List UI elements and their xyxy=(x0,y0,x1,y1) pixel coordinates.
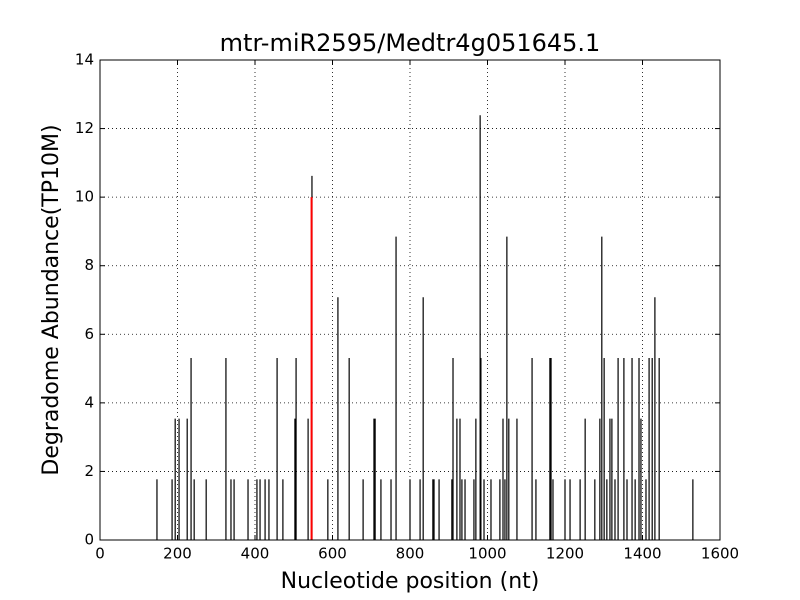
x-tick-label: 1200 xyxy=(546,545,584,563)
x-tick-label: 1000 xyxy=(468,545,506,563)
y-tick-label: 6 xyxy=(84,325,94,343)
y-tick-label: 10 xyxy=(75,188,94,206)
y-tick-label: 12 xyxy=(75,119,94,137)
x-tick-label: 1400 xyxy=(623,545,661,563)
x-tick-label: 1600 xyxy=(701,545,739,563)
chart-title: mtr-miR2595/Medtr4g051645.1 xyxy=(220,29,601,57)
x-axis-label: Nucleotide position (nt) xyxy=(281,569,540,594)
y-tick-label: 0 xyxy=(84,531,94,549)
x-tick-label: 200 xyxy=(163,545,192,563)
x-tick-label: 800 xyxy=(396,545,425,563)
x-tick-label: 600 xyxy=(318,545,347,563)
x-tick-label: 400 xyxy=(241,545,270,563)
y-axis-label: Degradome Abundance(TP10M) xyxy=(39,124,64,475)
y-tick-label: 14 xyxy=(75,51,94,69)
y-tick-label: 4 xyxy=(84,393,94,411)
x-tick-label: 0 xyxy=(95,545,105,563)
plot-frame xyxy=(99,59,721,541)
y-tick-label: 2 xyxy=(84,462,94,480)
y-tick-label: 8 xyxy=(84,256,94,274)
